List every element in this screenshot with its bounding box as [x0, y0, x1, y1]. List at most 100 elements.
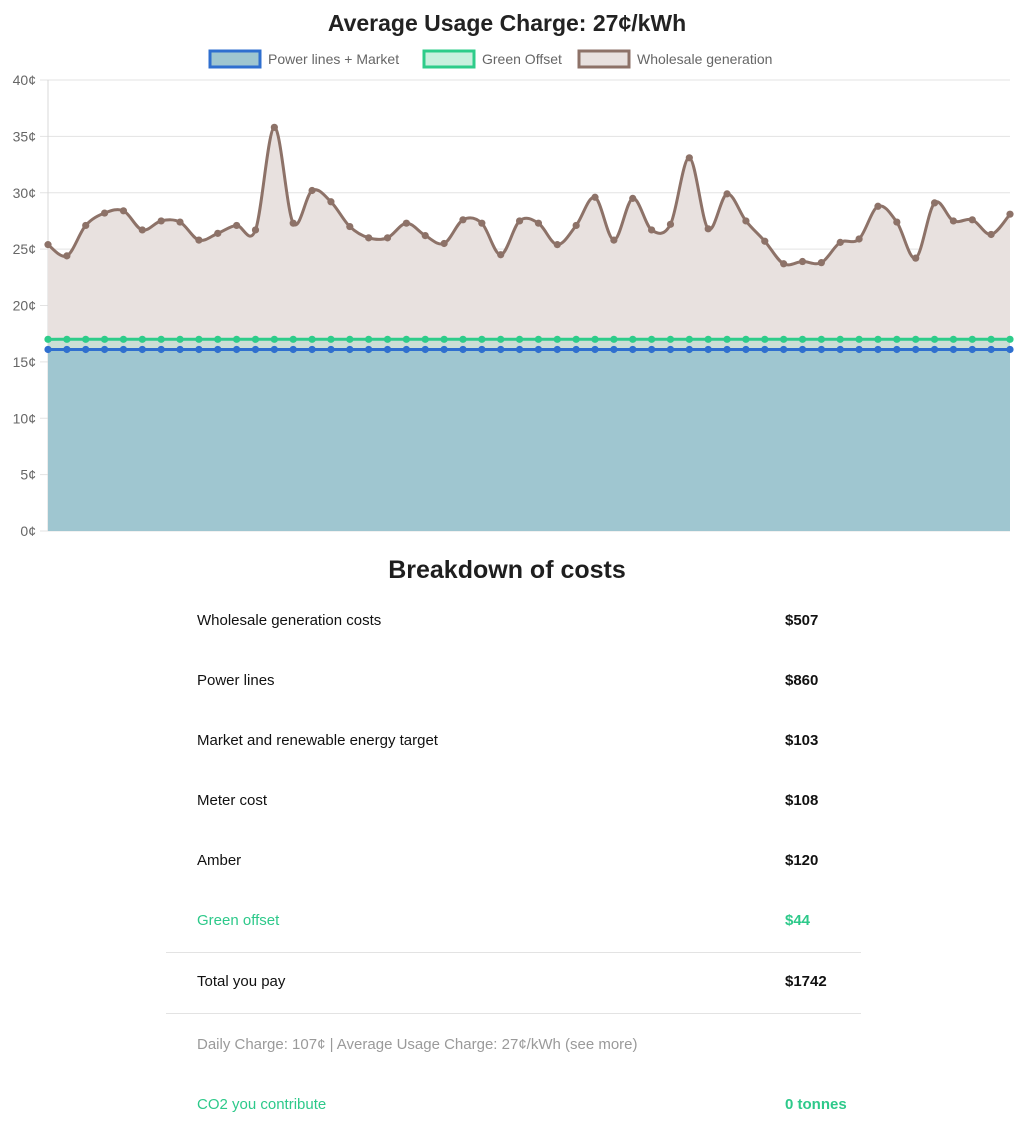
legend-swatch [424, 51, 474, 67]
y-tick-label: 35¢ [13, 128, 36, 144]
power-lines-point [554, 346, 561, 353]
wholesale-point [667, 221, 674, 228]
wholesale-point [591, 194, 598, 201]
wholesale-point [195, 237, 202, 244]
green-offset-point [761, 336, 768, 343]
wholesale-point [799, 258, 806, 265]
cost-value: $507 [785, 612, 818, 629]
power-lines-point [327, 346, 334, 353]
power-lines-point [931, 346, 938, 353]
see-more-link[interactable]: Daily Charge: 107¢ | Average Usage Charg… [197, 1036, 638, 1053]
green-offset-point [742, 336, 749, 343]
green-offset-point [950, 336, 957, 343]
green-offset-point [139, 336, 146, 343]
wholesale-point [497, 251, 504, 258]
green-offset-point [365, 336, 372, 343]
power-lines-point [855, 346, 862, 353]
green-offset-point [705, 336, 712, 343]
cost-label: Amber [197, 852, 241, 869]
wholesale-point [252, 226, 259, 233]
wholesale-point [403, 220, 410, 227]
power-lines-point [799, 346, 806, 353]
cost-row-amber: Amber $120 [166, 832, 861, 892]
green-offset-point [818, 336, 825, 343]
power-lines-point [950, 346, 957, 353]
power-lines-point [384, 346, 391, 353]
cost-row-power-lines: Power lines $860 [166, 652, 861, 712]
power-lines-point [969, 346, 976, 353]
green-offset-point [63, 336, 70, 343]
power-lines-point [629, 346, 636, 353]
daily-charge-note[interactable]: Daily Charge: 107¢ | Average Usage Charg… [166, 1014, 861, 1074]
green-offset-point [459, 336, 466, 343]
green-offset-point [308, 336, 315, 343]
power-lines-area [48, 349, 1010, 531]
chart-title: Average Usage Charge: 27¢/kWh [328, 10, 686, 36]
wholesale-point [648, 226, 655, 233]
wholesale-point [855, 235, 862, 242]
green-offset-point [893, 336, 900, 343]
cost-label: Power lines [197, 672, 275, 689]
green-offset-point [837, 336, 844, 343]
y-tick-label: 30¢ [13, 185, 36, 201]
green-offset-point [195, 336, 202, 343]
power-lines-point [780, 346, 787, 353]
wholesale-point [610, 237, 617, 244]
power-lines-point [667, 346, 674, 353]
wholesale-point [629, 195, 636, 202]
power-lines-point [365, 346, 372, 353]
green-offset-point [648, 336, 655, 343]
wholesale-point [44, 241, 51, 248]
wholesale-point [686, 154, 693, 161]
wholesale-point [969, 216, 976, 223]
green-offset-point [252, 336, 259, 343]
power-lines-point [893, 346, 900, 353]
green-offset-point [101, 336, 108, 343]
green-offset-point [554, 336, 561, 343]
power-lines-point [742, 346, 749, 353]
power-lines-point [308, 346, 315, 353]
cost-label: Meter cost [197, 792, 267, 809]
wholesale-point [308, 187, 315, 194]
cost-label: Wholesale generation costs [197, 612, 381, 629]
wholesale-point [950, 217, 957, 224]
power-lines-point [459, 346, 466, 353]
co2-value: 0 tonnes [785, 1096, 847, 1113]
power-lines-point [1006, 346, 1013, 353]
y-tick-label: 40¢ [13, 72, 36, 88]
cost-row-total: Total you pay $1742 [166, 952, 861, 1014]
co2-row: CO2 you contribute 0 tonnes [166, 1074, 861, 1134]
green-offset-point [723, 336, 730, 343]
green-offset-point [271, 336, 278, 343]
power-lines-point [497, 346, 504, 353]
green-offset-point [573, 336, 580, 343]
wholesale-point [931, 199, 938, 206]
wholesale-point [912, 255, 919, 262]
green-offset-point [931, 336, 938, 343]
cost-value: $103 [785, 732, 818, 749]
power-lines-point [44, 346, 51, 353]
y-tick-label: 0¢ [20, 523, 36, 539]
green-offset-point [422, 336, 429, 343]
wholesale-point [82, 222, 89, 229]
wholesale-point [271, 124, 278, 131]
power-lines-point [290, 346, 297, 353]
power-lines-point [535, 346, 542, 353]
green-offset-point [82, 336, 89, 343]
power-lines-point [591, 346, 598, 353]
power-lines-point [912, 346, 919, 353]
power-lines-point [723, 346, 730, 353]
power-lines-point [252, 346, 259, 353]
green-offset-point [120, 336, 127, 343]
wholesale-point [516, 217, 523, 224]
green-offset-point [516, 336, 523, 343]
power-lines-point [686, 346, 693, 353]
wholesale-point [158, 217, 165, 224]
power-lines-point [705, 346, 712, 353]
legend-swatch [210, 51, 260, 67]
cost-value: $120 [785, 852, 818, 869]
green-offset-point [346, 336, 353, 343]
breakdown-title: Breakdown of costs [0, 556, 1014, 585]
green-offset-point [780, 336, 787, 343]
cost-value: $44 [785, 912, 810, 929]
